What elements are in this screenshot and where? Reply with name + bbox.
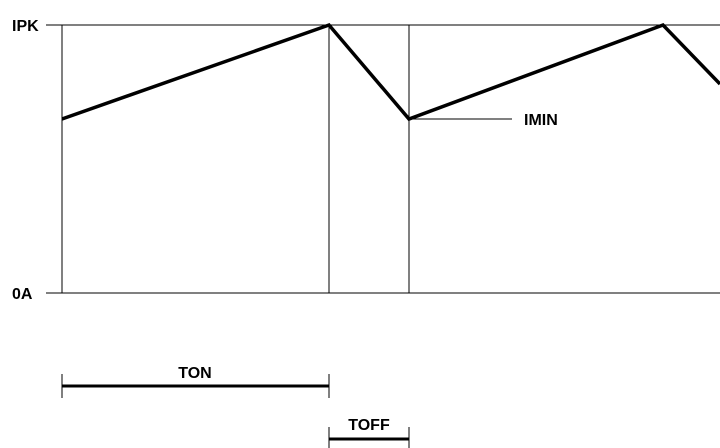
imin-label: IMIN xyxy=(524,112,558,129)
ipk-label: IPK xyxy=(12,18,39,35)
zero-amp-label: 0A xyxy=(12,286,33,303)
current-waveform xyxy=(61,22,720,122)
toff-label: TOFF xyxy=(348,417,390,434)
ton-label: TON xyxy=(178,365,211,382)
